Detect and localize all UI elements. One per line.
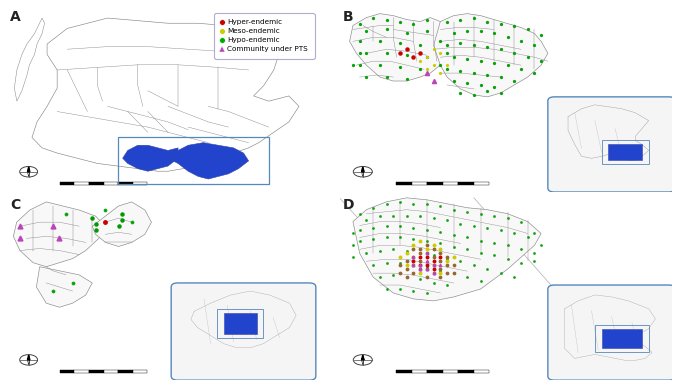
Bar bbox=[602, 329, 642, 348]
Bar bbox=[89, 370, 104, 373]
Bar bbox=[217, 309, 263, 338]
Bar bbox=[595, 324, 648, 353]
Bar bbox=[133, 182, 147, 185]
Text: A: A bbox=[10, 10, 20, 23]
Bar bbox=[133, 370, 147, 373]
Polygon shape bbox=[27, 355, 30, 360]
Bar bbox=[118, 182, 133, 185]
Polygon shape bbox=[32, 18, 299, 171]
Bar bbox=[411, 370, 427, 373]
Polygon shape bbox=[27, 172, 30, 177]
Polygon shape bbox=[92, 202, 151, 247]
Polygon shape bbox=[361, 167, 364, 172]
Bar bbox=[608, 144, 642, 160]
FancyBboxPatch shape bbox=[171, 283, 316, 380]
Polygon shape bbox=[353, 198, 541, 301]
Bar bbox=[104, 182, 118, 185]
Bar bbox=[60, 182, 75, 185]
Polygon shape bbox=[123, 145, 178, 171]
Bar bbox=[474, 182, 489, 185]
Bar bbox=[602, 141, 648, 164]
Polygon shape bbox=[14, 202, 105, 267]
Text: C: C bbox=[10, 198, 20, 212]
Polygon shape bbox=[27, 360, 30, 365]
Bar bbox=[75, 370, 89, 373]
Bar bbox=[117, 137, 269, 184]
Polygon shape bbox=[37, 267, 92, 307]
Bar bbox=[474, 370, 489, 373]
FancyBboxPatch shape bbox=[548, 285, 676, 380]
Bar bbox=[89, 182, 104, 185]
Legend: Hyper-endemic, Meso-endemic, Hypo-endemic, Community under PTS: Hyper-endemic, Meso-endemic, Hypo-endemi… bbox=[216, 15, 312, 56]
Bar bbox=[118, 370, 133, 373]
Polygon shape bbox=[350, 13, 457, 81]
Bar bbox=[443, 182, 458, 185]
Bar bbox=[60, 370, 75, 373]
Bar bbox=[396, 370, 411, 373]
Polygon shape bbox=[361, 360, 364, 365]
Bar bbox=[458, 182, 474, 185]
Bar bbox=[458, 370, 474, 373]
Text: D: D bbox=[343, 198, 354, 212]
Text: B: B bbox=[343, 10, 354, 23]
Bar bbox=[411, 182, 427, 185]
Bar bbox=[443, 370, 458, 373]
FancyBboxPatch shape bbox=[548, 97, 676, 192]
Polygon shape bbox=[168, 143, 249, 179]
Bar bbox=[396, 182, 411, 185]
Bar bbox=[104, 370, 118, 373]
Polygon shape bbox=[361, 355, 364, 360]
Bar bbox=[75, 182, 89, 185]
Bar bbox=[427, 182, 443, 185]
Polygon shape bbox=[27, 167, 30, 172]
Polygon shape bbox=[361, 172, 364, 177]
Polygon shape bbox=[14, 18, 45, 101]
Polygon shape bbox=[434, 13, 548, 97]
Bar bbox=[427, 370, 443, 373]
FancyBboxPatch shape bbox=[224, 313, 257, 334]
